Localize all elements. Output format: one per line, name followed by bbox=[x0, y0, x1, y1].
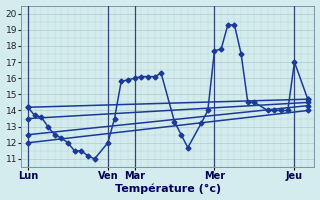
X-axis label: Température (°c): Température (°c) bbox=[115, 184, 221, 194]
